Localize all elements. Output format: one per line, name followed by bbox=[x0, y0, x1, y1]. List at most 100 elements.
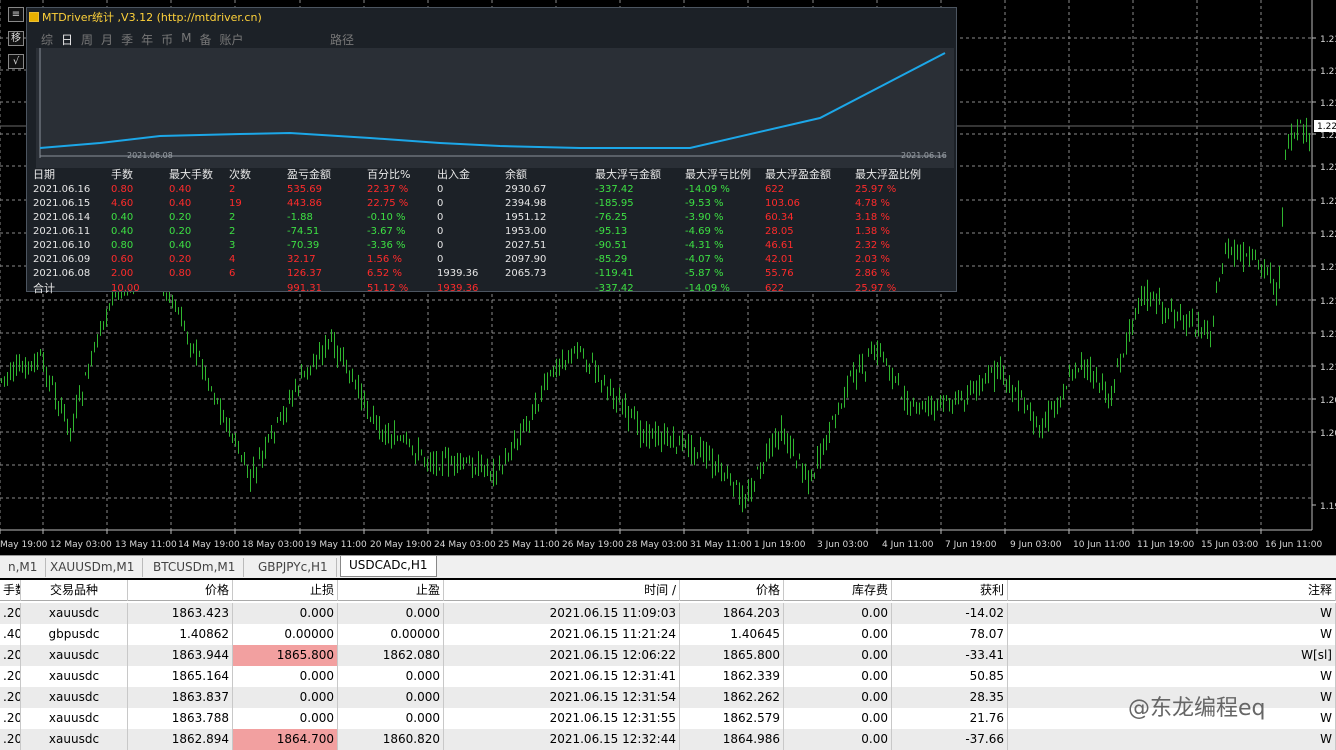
stats-header-cell: 次数 bbox=[229, 168, 251, 181]
trade-cell: -14.02 bbox=[892, 603, 1008, 624]
trade-row[interactable]: .40 gbpusdc 1.40862 0.00000 0.00000 2021.06.1… bbox=[0, 624, 1336, 645]
stats-cell: -185.95 bbox=[595, 197, 634, 209]
trade-cell: xauusdc bbox=[21, 603, 128, 624]
stats-header-row: 日期 手数 最大手数 次数 盈亏金额 百分比% 出入金 余额 最大浮亏金额 最大浮亏比例 最大浮盈金… bbox=[31, 166, 933, 182]
trade-cell: W bbox=[1008, 603, 1336, 624]
trades-header-cell[interactable]: 手数 bbox=[0, 580, 21, 601]
stats-cell: 622 bbox=[765, 183, 785, 195]
stats-header-cell: 最大手数 bbox=[169, 168, 213, 181]
stats-cell: 42.01 bbox=[765, 253, 794, 265]
time-axis-label: 9 Jun 03:00 bbox=[1010, 540, 1062, 550]
price-axis-label: 1.21 bbox=[1320, 297, 1336, 307]
trade-cell: W bbox=[1008, 624, 1336, 645]
stats-cell: -95.13 bbox=[595, 225, 628, 237]
chart-tab-gbpjpyc-h1[interactable]: GBPJPYc,H1 bbox=[250, 558, 337, 577]
chart-window-tabs: n,M1 XAUUSDm,M1 BTCUSDm,M1 GBPJPYc,H1 USDCAD… bbox=[0, 555, 1336, 578]
trades-header-cell[interactable]: 注释 bbox=[1008, 580, 1336, 601]
menu-icon[interactable]: ≡ bbox=[8, 7, 24, 22]
stats-cell: -4.69 % bbox=[685, 225, 724, 237]
trade-cell: 0.00 bbox=[784, 708, 892, 729]
daily-stats-table: 日期 手数 最大手数 次数 盈亏金额 百分比% 出入金 余额 最大浮亏金额 最大浮亏比例 最大浮盈金… bbox=[31, 166, 933, 296]
trades-header-cell[interactable]: 价格 bbox=[128, 580, 233, 601]
time-axis-label: 26 May 19:00 bbox=[562, 540, 624, 550]
chart-tab-usdcadc-h1[interactable]: USDCADc,H1 bbox=[340, 556, 437, 577]
trade-cell: 2021.06.15 12:31:55 bbox=[444, 708, 680, 729]
trades-header-cell[interactable]: 止损 bbox=[233, 580, 338, 601]
trade-cell: 0.00000 bbox=[233, 624, 338, 645]
trade-cell: 0.000 bbox=[233, 708, 338, 729]
stats-header-cell: 手数 bbox=[111, 168, 133, 181]
stats-cell: 0.60 bbox=[111, 253, 134, 265]
stats-cell: 2021.06.16 bbox=[33, 183, 91, 195]
chart-tab-btcusdm-m1[interactable]: BTCUSDm,M1 bbox=[145, 558, 245, 577]
panel-tab-4[interactable]: 季 bbox=[121, 33, 134, 47]
stats-cell: -1.88 bbox=[287, 211, 313, 223]
price-chart[interactable]: 1.231.231.231.221.221.221.221.211.211.21… bbox=[0, 0, 1336, 555]
time-axis-label: 4 Jun 11:00 bbox=[882, 540, 934, 550]
chart-tab-xauusdm-m1[interactable]: XAUUSDm,M1 bbox=[42, 558, 144, 577]
trade-cell: 1863.944 bbox=[128, 645, 233, 666]
stats-header-cell: 最大浮亏金额 bbox=[595, 168, 661, 181]
move-tool-button[interactable]: 移 bbox=[8, 31, 24, 46]
stats-cell: 0 bbox=[437, 225, 444, 237]
panel-tab-3[interactable]: 月 bbox=[101, 33, 114, 47]
stats-cell: 6 bbox=[229, 267, 236, 279]
trade-cell: 1862.262 bbox=[680, 687, 784, 708]
trades-header-cell[interactable]: 止盈 bbox=[338, 580, 444, 601]
trade-cell: -37.66 bbox=[892, 729, 1008, 750]
panel-tab-0[interactable]: 综 bbox=[41, 33, 54, 47]
trade-row[interactable]: .20 xauusdc 1863.837 0.000 0.000 2021.06.15 1… bbox=[0, 687, 1336, 708]
trade-row[interactable]: .20 xauusdc 1862.894 1864.700 1860.820 2021.0… bbox=[0, 729, 1336, 750]
trades-header-cell[interactable]: 交易品种 bbox=[21, 580, 128, 601]
stats-cell: 0.40 bbox=[169, 239, 192, 251]
panel-title: MTDriver统计 ,V3.12 (http://mtdriver.cn) bbox=[29, 10, 949, 26]
panel-tab-8[interactable]: 备 bbox=[199, 33, 212, 47]
stats-cell: 0.80 bbox=[169, 267, 192, 279]
trade-terminal-table: 手数交易品种价格止损止盈时间 /价格库存费获利注释.20xauusdc1863.… bbox=[0, 580, 1336, 750]
stats-cell: 1939.36 bbox=[437, 282, 479, 294]
stats-cell: 0.20 bbox=[169, 211, 192, 223]
stats-cell: 2394.98 bbox=[505, 197, 547, 209]
price-axis-label: 1.21 bbox=[1320, 363, 1336, 373]
tab-route[interactable]: 路径 bbox=[330, 33, 355, 47]
panel-tab-6[interactable]: 币 bbox=[161, 33, 174, 47]
trade-row[interactable]: .20 xauusdc 1865.164 0.000 0.000 2021.06.15 1… bbox=[0, 666, 1336, 687]
trades-header-cell[interactable]: 获利 bbox=[892, 580, 1008, 601]
trade-cell: xauusdc bbox=[21, 666, 128, 687]
trades-header-cell[interactable]: 库存费 bbox=[784, 580, 892, 601]
trade-cell: .20 bbox=[0, 687, 21, 708]
stats-cell: 2021.06.10 bbox=[33, 239, 91, 251]
panel-tab-1[interactable]: 日 bbox=[61, 33, 74, 47]
panel-tab-9[interactable]: 账户 bbox=[219, 33, 244, 47]
check-tool-button[interactable]: √ bbox=[8, 54, 24, 69]
panel-tab-5[interactable]: 年 bbox=[141, 33, 154, 47]
stats-row: 2021.06.11 0.40 0.20 2 -74.51 -3.67 % 0 1953.00… bbox=[31, 224, 933, 238]
trades-header-cell[interactable]: 时间 / bbox=[444, 580, 680, 601]
trade-row[interactable]: .20 xauusdc 1863.788 0.000 0.000 2021.06.15 1… bbox=[0, 708, 1336, 729]
chart-tab-n-m1[interactable]: n,M1 bbox=[0, 558, 47, 577]
stats-cell: 0 bbox=[437, 183, 444, 195]
trade-cell: 0.000 bbox=[338, 666, 444, 687]
trade-cell: xauusdc bbox=[21, 687, 128, 708]
mini-chart-end-date: 2021.06.16 bbox=[901, 151, 947, 160]
stats-row: 2021.06.14 0.40 0.20 2 -1.88 -0.10 % 0 1951.12 -… bbox=[31, 210, 933, 224]
stats-cell: 10.00 bbox=[111, 282, 140, 294]
stats-cell: -9.53 % bbox=[685, 197, 724, 209]
stats-cell: -70.39 bbox=[287, 239, 320, 251]
stats-cell bbox=[503, 280, 593, 296]
trade-cell: 21.76 bbox=[892, 708, 1008, 729]
stats-cell: 126.37 bbox=[287, 267, 322, 279]
stats-cell bbox=[167, 280, 227, 296]
trade-row[interactable]: .20 xauusdc 1863.423 0.000 0.000 2021.06.15 1… bbox=[0, 603, 1336, 624]
panel-tab-2[interactable]: 周 bbox=[81, 33, 94, 47]
panel-tab-7[interactable]: M bbox=[181, 31, 192, 45]
time-axis-label: 7 Jun 19:00 bbox=[945, 540, 997, 550]
stats-header-cell: 盈亏金额 bbox=[287, 168, 331, 181]
time-axis-label: 11 Jun 19:00 bbox=[1137, 540, 1194, 550]
price-axis-label: 1.23 bbox=[1320, 99, 1336, 109]
trade-cell: 78.07 bbox=[892, 624, 1008, 645]
trades-header-cell[interactable]: 价格 bbox=[680, 580, 784, 601]
trade-row[interactable]: .20 xauusdc 1863.944 1865.800 1862.080 2021.0… bbox=[0, 645, 1336, 666]
stats-row: 2021.06.08 2.00 0.80 6 126.37 6.52 % 1939.36 20… bbox=[31, 266, 933, 280]
